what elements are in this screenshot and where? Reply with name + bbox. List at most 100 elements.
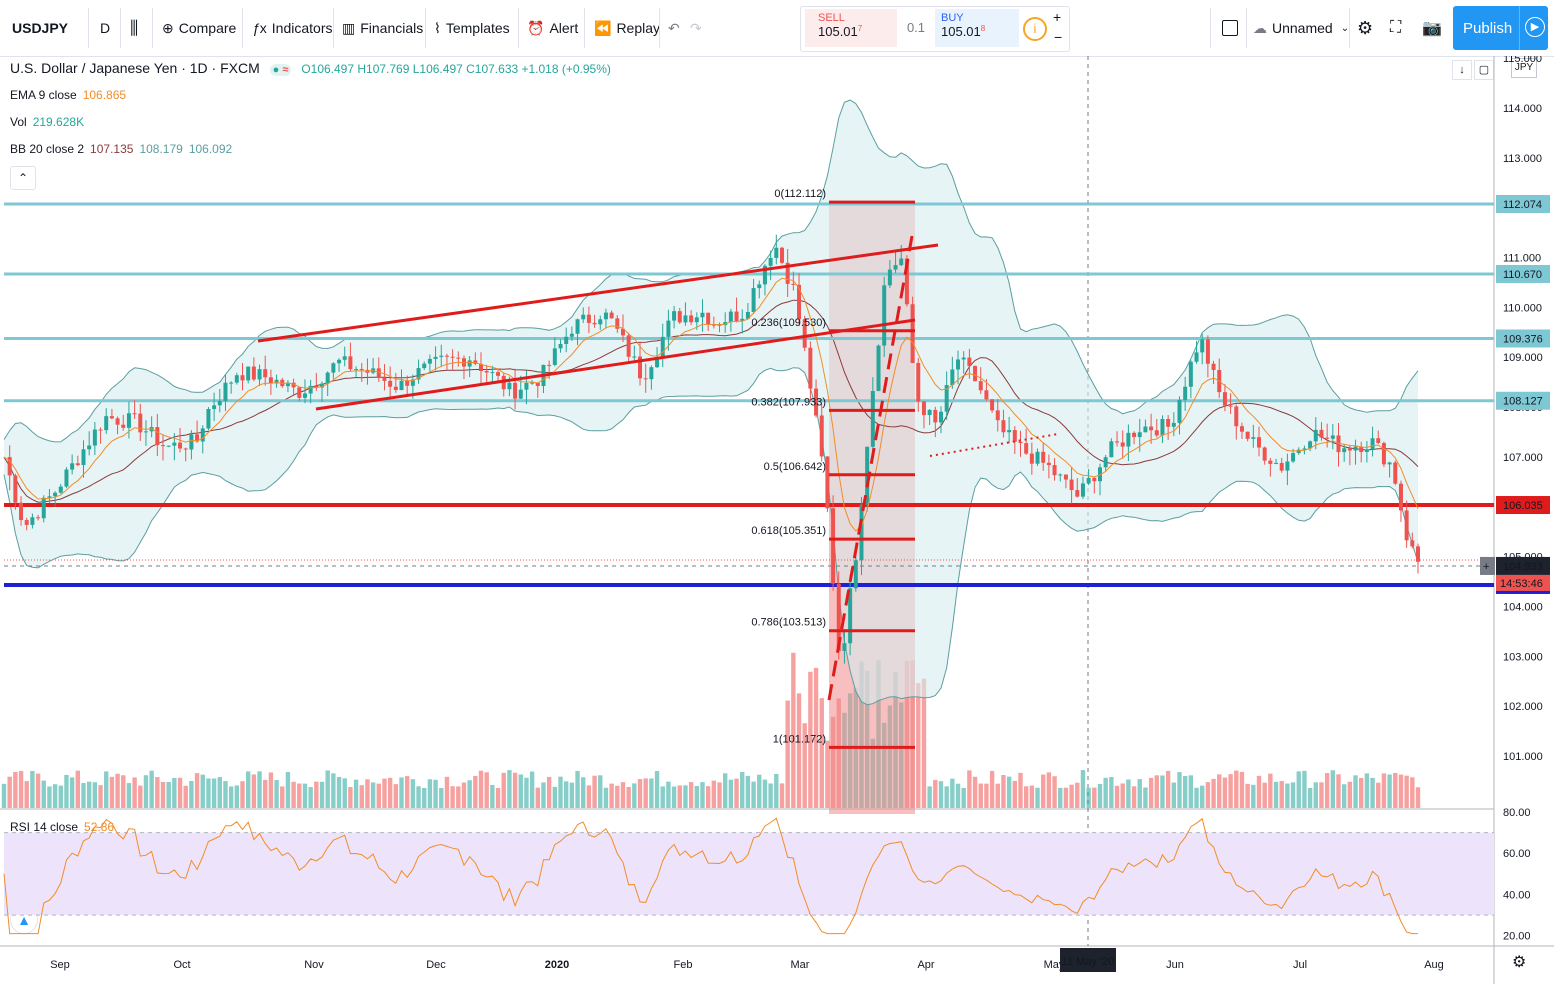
candle-body — [308, 385, 313, 394]
volume-bar — [47, 786, 52, 808]
compare-button[interactable]: ⊕ Compare — [162, 19, 237, 37]
volume-bar — [757, 774, 762, 808]
cloud-icon: ☁ — [1253, 19, 1267, 36]
fullscreen-button[interactable]: ⛶ — [1390, 10, 1401, 46]
candle-body — [1007, 430, 1012, 433]
symbol-search[interactable]: USDJPY — [12, 20, 69, 36]
candle-body — [138, 413, 143, 433]
redo-button[interactable]: ↷ — [690, 10, 702, 46]
rsi-line — [3, 817, 1418, 935]
volume-bar — [563, 781, 569, 808]
candle-body — [24, 520, 29, 525]
time-tick-label: Feb — [674, 959, 693, 971]
scroll-down-icon[interactable]: ↓ — [1452, 60, 1472, 80]
candle-body — [285, 382, 290, 387]
layout-toggle[interactable] — [1222, 10, 1238, 46]
legend-ema: EMA 9 close 106.865 — [10, 88, 127, 102]
rewind-icon: ⏪ — [594, 19, 612, 36]
volume-bar — [484, 772, 489, 808]
candle-body — [1228, 405, 1233, 407]
quantity-increase-button[interactable]: + — [1053, 9, 1062, 25]
status-badge: ● ≈ — [269, 64, 292, 76]
volume-bar — [1245, 783, 1250, 808]
candle-body — [706, 312, 711, 325]
candle-body — [75, 463, 80, 466]
candle-body — [961, 357, 966, 360]
snapshot-button[interactable]: 📷 — [1422, 10, 1442, 46]
candle-body — [1234, 406, 1239, 427]
volume-bar — [109, 776, 115, 808]
candle-body — [956, 359, 961, 370]
volume-bar — [325, 770, 330, 808]
candle-body — [1126, 432, 1131, 447]
candle-body — [615, 318, 620, 329]
volume-bar — [223, 781, 228, 808]
replay-button[interactable]: ⏪ Replay — [594, 19, 661, 37]
level-price-label: 109.376 — [1503, 333, 1543, 345]
volume-bar — [813, 667, 819, 808]
volume-bar — [1285, 783, 1290, 808]
interval-button[interactable]: D — [100, 20, 111, 36]
undo-button[interactable]: ↶ — [668, 10, 680, 46]
volume-bar — [944, 786, 949, 808]
bar-chart-icon: ▥ — [342, 19, 356, 36]
volume-bar — [478, 770, 484, 808]
candle-body — [711, 324, 716, 326]
legend-bollinger: BB 20 close 2 107.135 108.179 106.092 — [10, 142, 233, 156]
financials-button[interactable]: ▥ Financials — [342, 19, 424, 37]
fib-level-label: 1(101.172) — [773, 733, 826, 745]
chevron-up-icon: ⌃ — [17, 171, 29, 185]
divider — [1210, 8, 1211, 48]
layout-name-button[interactable]: ☁ Unnamed ⌄ — [1253, 19, 1350, 37]
collapse-legend-button[interactable]: ⌃ — [10, 166, 36, 190]
sell-button[interactable]: SELL 105.017 — [805, 9, 897, 47]
indicators-button[interactable]: ƒx Indicators — [252, 20, 333, 36]
chart-settings-gear-icon[interactable]: ⚙ — [1512, 954, 1527, 971]
volume-bar — [177, 777, 183, 808]
chart-type-icon[interactable]: ⫼ — [130, 17, 139, 38]
candle-body — [1132, 432, 1137, 438]
candle-body — [155, 427, 160, 446]
quantity-decrease-button[interactable]: − — [1054, 29, 1063, 45]
volume-bar — [7, 776, 12, 808]
candle-body — [484, 371, 489, 373]
candle-body — [1416, 546, 1420, 562]
candle-body — [1239, 426, 1244, 432]
templates-button[interactable]: ⌇ Templates — [434, 19, 510, 37]
volume-bar — [598, 775, 603, 808]
volume-bar — [132, 777, 137, 808]
volume-bar — [762, 779, 768, 808]
price-chart[interactable]: 0(112.112) 0.236(109.530) 0.382(107.933) 0.… — [0, 56, 1554, 984]
volume-bar — [1109, 777, 1114, 808]
volume-bar — [1268, 773, 1273, 808]
info-icon[interactable]: i — [1023, 17, 1047, 41]
volume-bar — [200, 774, 205, 808]
volume-bar — [938, 781, 944, 808]
candle-body — [257, 369, 262, 380]
volume-bar — [211, 778, 217, 808]
volume-bar — [643, 778, 648, 808]
volume-bar — [819, 698, 824, 808]
ema-path — [3, 277, 1419, 532]
trading-panel: SELL 105.017 0.1 BUY 105.018 i + − — [800, 6, 1070, 52]
buy-button[interactable]: BUY 105.018 — [935, 9, 1019, 47]
candle-body — [978, 381, 983, 391]
candle-body — [814, 388, 819, 416]
play-icon[interactable]: ▶ — [1525, 17, 1545, 37]
level-price-label: 110.670 — [1503, 269, 1542, 281]
candle-body — [530, 382, 535, 384]
candle-body — [666, 320, 671, 337]
volume-bar — [416, 786, 421, 808]
alert-button[interactable]: ⏰ Alert — [527, 19, 579, 37]
settings-button[interactable]: ⚙ — [1357, 10, 1373, 46]
top-toolbar: USDJPY D ⫼ ⊕ Compare ƒx Indicators ▥ Financ… — [0, 0, 1554, 57]
candle-body — [251, 366, 256, 380]
candle-body — [677, 311, 682, 323]
volume-bar — [1376, 782, 1381, 808]
candle-body — [564, 336, 569, 345]
publish-button[interactable]: Publish ▶ — [1453, 6, 1548, 50]
candle-body — [995, 410, 1000, 421]
candle-body — [399, 380, 404, 391]
volume-bar — [1410, 777, 1415, 808]
currency-badge[interactable]: JPY — [1511, 58, 1537, 78]
